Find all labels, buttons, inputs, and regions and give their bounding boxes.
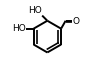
Text: HO: HO bbox=[12, 24, 26, 33]
Text: O: O bbox=[73, 17, 79, 26]
Text: HO: HO bbox=[28, 6, 42, 15]
